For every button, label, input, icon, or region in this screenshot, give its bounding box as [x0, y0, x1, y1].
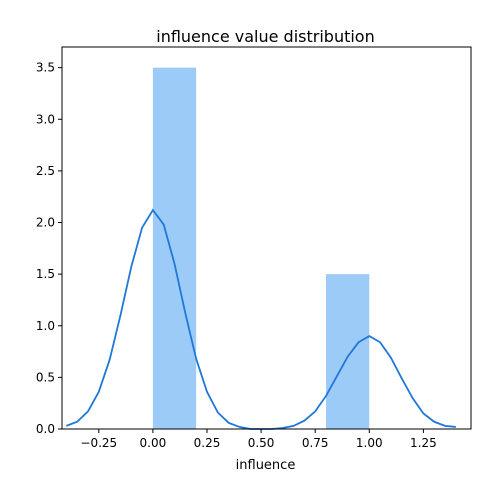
- kde-curve: [66, 208, 456, 430]
- y-axis-ticks: 0.0 0.5 1.0 1.5 2.0 2.5 3.0 3.5: [36, 61, 62, 436]
- x-tick-label: 0.25: [194, 436, 221, 450]
- y-tick-label: 1.0: [36, 319, 55, 333]
- y-tick-label: 0.0: [36, 422, 55, 436]
- x-tick-label: −0.25: [80, 436, 117, 450]
- histogram-bar-1: [152, 67, 197, 429]
- x-tick-label: 0.00: [140, 436, 167, 450]
- x-tick-label: 0.50: [248, 436, 275, 450]
- x-axis-ticks: −0.25 0.00 0.25 0.50 0.75 1.00 1.25: [80, 429, 437, 450]
- chart-title: influence value distribution: [156, 27, 374, 46]
- x-tick-label: 0.75: [302, 436, 329, 450]
- y-tick-label: 2.5: [36, 164, 55, 178]
- y-tick-label: 3.0: [36, 112, 55, 126]
- x-tick-label: 1.25: [410, 436, 437, 450]
- x-axis-label: influence: [236, 458, 296, 473]
- histogram-bars: [152, 67, 370, 429]
- x-tick-label: 1.00: [356, 436, 383, 450]
- y-tick-label: 3.5: [36, 61, 55, 75]
- y-tick-label: 2.0: [36, 216, 55, 230]
- y-tick-label: 0.5: [36, 370, 55, 384]
- plot-frame: [61, 46, 472, 430]
- histogram-bar-2: [326, 274, 370, 429]
- y-tick-label: 1.5: [36, 267, 55, 281]
